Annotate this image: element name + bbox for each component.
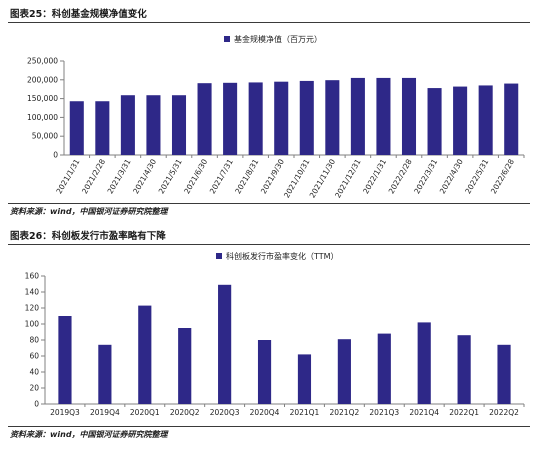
bar <box>95 101 110 155</box>
y-tick-label: 140 <box>25 288 40 297</box>
bar <box>417 322 431 404</box>
fund-size-chart-svg: 基金规模净值（百万元） 0 50,000 100,000 150,000 200,000 2… <box>27 34 525 199</box>
x-tick-label: 2021Q4 <box>409 408 439 417</box>
legend-label: 科创板发行市盈率变化（TTM） <box>226 251 339 261</box>
y-tick-label: 120 <box>25 304 40 313</box>
bar <box>377 333 391 404</box>
x-tick-label: 2020Q1 <box>130 408 160 417</box>
bar <box>218 284 232 404</box>
figure-26-title: 图表26：科创板发行市盈率略有下降 <box>10 231 166 242</box>
figure-26-top-rule <box>8 244 530 245</box>
x-tick-label: 2021Q1 <box>290 408 320 417</box>
x-tick-label: 2021/2/28 <box>80 157 107 195</box>
x-tick-label: 2021/3/31 <box>106 157 133 195</box>
bar <box>376 77 391 155</box>
x-tick-label: 2019Q4 <box>90 408 120 417</box>
y-tick-label: 160 <box>25 272 40 281</box>
x-tick-label: 2021Q2 <box>329 408 359 417</box>
legend-swatch <box>224 36 230 42</box>
y-tick-label: 200,000 <box>27 75 58 84</box>
x-tick-label: 2020Q3 <box>210 408 240 417</box>
x-tick-label: 2022/2/28 <box>387 157 414 195</box>
figure-25-top-rule <box>8 22 530 23</box>
ipo-pe-chart-svg: 科创板发行市盈率变化（TTM） 0 20 40 60 80 100 120 140 160 2019… <box>25 251 525 417</box>
legend: 科创板发行市盈率变化（TTM） <box>216 251 339 261</box>
x-tick-label: 2019Q3 <box>50 408 80 417</box>
x-tick-label: 2020Q4 <box>250 408 280 417</box>
figure-25-bottom-rule <box>8 203 530 204</box>
x-tick-label: 2021/8/31 <box>233 157 260 195</box>
bar <box>453 86 468 155</box>
x-tick-label: 2022/6/28 <box>489 157 516 195</box>
legend-swatch <box>216 253 222 259</box>
bar <box>120 95 135 155</box>
figure-25-title: 图表25：科创基金规模净值变化 <box>10 9 147 20</box>
y-tick-label: 150,000 <box>27 94 58 103</box>
fund-size-chart: 基金规模净值（百万元） 0 50,000 100,000 150,000 200,000 2… <box>0 23 538 203</box>
figure-25-source: 资料来源：wind，中国银河证券研究院整理 <box>10 207 168 216</box>
x-tick-label: 2021/6/30 <box>182 157 209 195</box>
x-tick-label: 2021/12/31 <box>333 157 363 199</box>
bar <box>58 316 72 404</box>
y-tick-label: 100,000 <box>27 113 58 122</box>
bar <box>401 77 417 155</box>
bar <box>146 95 161 155</box>
x-tick-label: 2020Q2 <box>170 408 200 417</box>
bar <box>178 328 192 404</box>
x-tick-label: 2022/1/31 <box>361 157 388 195</box>
bar <box>98 344 112 404</box>
figure-26-source: 资料来源：wind，中国银河证券研究院整理 <box>10 430 168 439</box>
bar <box>497 344 511 404</box>
bar <box>337 339 351 404</box>
bar <box>297 354 312 404</box>
x-tick-label: 2021/9/30 <box>259 157 286 195</box>
y-tick-label: 40 <box>29 368 39 377</box>
x-tick-label: 2021/4/30 <box>131 157 158 195</box>
bar <box>299 80 314 155</box>
y-tick-label: 250,000 <box>27 57 58 66</box>
bar <box>69 101 84 155</box>
x-tick-label: 2022/4/30 <box>438 157 465 195</box>
bar <box>504 83 519 155</box>
x-tick-label: 2021Q3 <box>369 408 399 417</box>
x-tick-label: 2022Q2 <box>489 408 519 417</box>
x-tick-label: 2021/10/31 <box>282 157 312 199</box>
x-tick-label: 2022Q1 <box>449 408 479 417</box>
x-tick-label: 2022/3/31 <box>412 157 439 195</box>
y-tick-label: 80 <box>29 336 39 345</box>
y-tick-label: 60 <box>29 352 39 361</box>
y-tick-label: 0 <box>53 151 58 160</box>
bar <box>325 80 340 155</box>
bar <box>478 85 493 155</box>
bar <box>248 82 263 155</box>
y-tick-label: 50,000 <box>32 132 58 141</box>
x-tick-label: 2021/11/30 <box>308 157 338 199</box>
x-tick-label: 2021/7/31 <box>208 157 235 195</box>
y-tick-label: 20 <box>29 384 39 393</box>
ipo-pe-chart: 科创板发行市盈率变化（TTM） 0 20 40 60 80 100 120 140 160 2019… <box>0 245 538 425</box>
bar <box>197 83 212 155</box>
x-tick-label: 2021/5/31 <box>157 157 184 195</box>
bar <box>274 81 289 155</box>
bar <box>223 82 238 155</box>
y-tick-label: 100 <box>25 320 40 329</box>
y-tick-label: 0 <box>34 400 39 409</box>
legend-label: 基金规模净值（百万元） <box>234 34 322 44</box>
bar <box>138 305 152 404</box>
x-tick-label: 2021/1/31 <box>54 157 81 195</box>
bar <box>350 77 365 155</box>
legend: 基金规模净值（百万元） <box>224 34 322 44</box>
bar <box>457 335 471 404</box>
figure-26-bottom-rule <box>8 426 530 427</box>
bar <box>257 340 272 404</box>
bar <box>427 88 442 155</box>
bar <box>171 95 187 155</box>
x-tick-label: 2022/5/31 <box>463 157 490 195</box>
